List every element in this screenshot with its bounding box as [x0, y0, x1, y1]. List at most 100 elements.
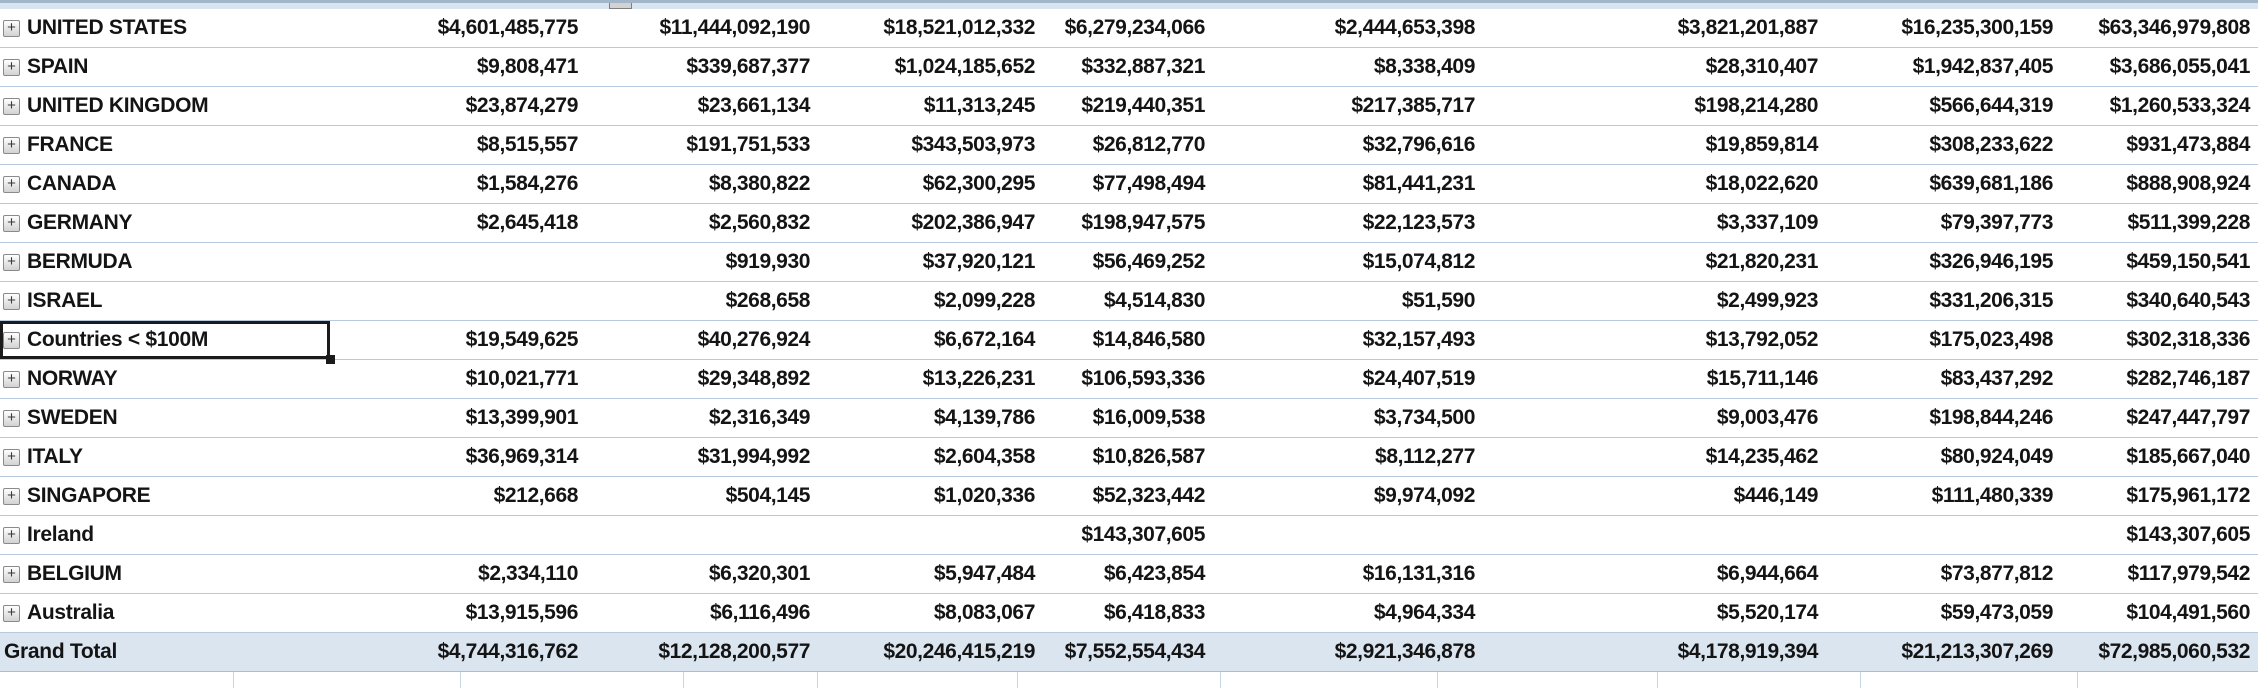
value-cell[interactable]: $1,020,336	[933, 484, 1036, 507]
value-cell[interactable]: $212,668	[493, 484, 579, 507]
grand-total-value-cell[interactable]: $2,921,346,878	[1334, 640, 1476, 663]
value-cell[interactable]: $2,316,349	[708, 406, 811, 429]
value-cell[interactable]: $566,644,319	[1929, 94, 2053, 117]
value-cell[interactable]: $73,877,812	[1940, 562, 2054, 585]
row-label-cell[interactable]: + Australia	[0, 594, 330, 632]
value-cell[interactable]: $3,821,201,887	[1677, 16, 1819, 39]
value-cell[interactable]: $6,423,854	[1103, 562, 1206, 585]
value-cell[interactable]	[1826, 516, 2061, 554]
value-cell[interactable]: $4,514,830	[1103, 289, 1206, 312]
value-cell[interactable]: $339,687,377	[686, 55, 810, 78]
grand-total-value-cell[interactable]: $20,246,415,219	[883, 640, 1035, 663]
value-cell[interactable]: $6,944,664	[1716, 562, 1819, 585]
value-cell[interactable]: $308,233,622	[1929, 133, 2053, 156]
value-cell[interactable]: $446,149	[1733, 484, 1819, 507]
value-cell[interactable]: $217,385,717	[1351, 94, 1475, 117]
expand-plus-icon[interactable]: +	[3, 253, 20, 271]
row-label-cell[interactable]: + NORWAY	[0, 360, 330, 398]
value-cell[interactable]: $32,796,616	[1362, 133, 1476, 156]
value-cell[interactable]: $504,145	[725, 484, 811, 507]
value-cell[interactable]: $6,418,833	[1103, 601, 1206, 624]
value-cell[interactable]: $8,515,557	[476, 133, 579, 156]
expand-plus-icon[interactable]: +	[3, 58, 20, 76]
value-cell[interactable]: $13,399,901	[465, 406, 579, 429]
value-cell[interactable]: $32,157,493	[1362, 328, 1476, 351]
value-cell[interactable]: $37,920,121	[922, 250, 1036, 273]
value-cell[interactable]: $117,979,542	[2127, 562, 2250, 585]
value-cell[interactable]: $16,009,538	[1092, 406, 1206, 429]
value-cell[interactable]: $3,337,109	[1716, 211, 1819, 234]
value-cell[interactable]: $59,473,059	[1940, 601, 2054, 624]
expand-plus-icon[interactable]: +	[3, 175, 20, 193]
grand-total-value-cell[interactable]: $21,213,307,269	[1901, 640, 2053, 663]
grand-total-label-cell[interactable]: Grand Total	[0, 633, 330, 671]
value-cell[interactable]: $4,139,786	[933, 406, 1036, 429]
grand-total-value-cell[interactable]: $4,744,316,762	[437, 640, 579, 663]
expand-plus-icon[interactable]: +	[3, 214, 20, 232]
row-label-cell[interactable]: + FRANCE	[0, 126, 330, 164]
value-cell[interactable]: $15,711,146	[1706, 367, 1819, 390]
value-cell[interactable]: $9,003,476	[1716, 406, 1819, 429]
expand-plus-icon[interactable]: +	[3, 136, 20, 154]
value-cell[interactable]: $2,334,110	[478, 562, 578, 585]
value-cell[interactable]: $16,131,316	[1362, 562, 1476, 585]
row-label-cell[interactable]: + SWEDEN	[0, 399, 330, 437]
value-cell[interactable]: $23,661,134	[697, 94, 811, 117]
expand-plus-icon[interactable]: +	[3, 526, 20, 544]
value-cell[interactable]: $302,318,336	[2126, 328, 2250, 351]
value-cell[interactable]: $56,469,252	[1092, 250, 1206, 273]
value-cell[interactable]: $104,491,560	[2126, 601, 2250, 624]
value-cell[interactable]: $202,386,947	[911, 211, 1035, 234]
value-cell[interactable]: $63,346,979,808	[2098, 16, 2250, 39]
value-cell[interactable]: $340,640,543	[2126, 289, 2250, 312]
value-cell[interactable]: $11,444,092,190	[659, 16, 811, 39]
row-label-cell[interactable]: + ISRAEL	[0, 282, 330, 320]
value-cell[interactable]: $40,276,924	[697, 328, 811, 351]
value-cell[interactable]: $919,930	[725, 250, 811, 273]
row-label-cell[interactable]: + BERMUDA	[0, 243, 330, 281]
value-cell[interactable]: $198,214,280	[1694, 94, 1818, 117]
value-cell[interactable]: $79,397,773	[1940, 211, 2054, 234]
value-cell[interactable]: $331,206,315	[1929, 289, 2053, 312]
value-cell[interactable]	[818, 516, 1043, 554]
value-cell[interactable]: $4,964,334	[1373, 601, 1476, 624]
value-cell[interactable]: $8,083,067	[933, 601, 1036, 624]
value-cell[interactable]: $19,549,625	[465, 328, 579, 351]
value-cell[interactable]: $143,307,605	[1081, 523, 1205, 546]
value-cell[interactable]: $326,946,195	[1929, 250, 2053, 273]
value-cell[interactable]: $198,947,575	[1081, 211, 1205, 234]
value-cell[interactable]: $8,338,409	[1373, 55, 1476, 78]
value-cell[interactable]: $13,915,596	[465, 601, 579, 624]
value-cell[interactable]: $282,746,187	[2126, 367, 2250, 390]
value-cell[interactable]	[330, 243, 586, 281]
value-cell[interactable]	[330, 516, 586, 554]
value-cell[interactable]: $13,226,231	[922, 367, 1036, 390]
value-cell[interactable]: $51,590	[1401, 289, 1476, 312]
value-cell[interactable]: $247,447,797	[2126, 406, 2250, 429]
value-cell[interactable]: $268,658	[725, 289, 811, 312]
value-cell[interactable]: $111,480,339	[1931, 484, 2054, 507]
row-label-cell[interactable]: + CANADA	[0, 165, 330, 203]
value-cell[interactable]: $23,874,279	[465, 94, 579, 117]
value-cell[interactable]: $3,734,500	[1373, 406, 1476, 429]
value-cell[interactable]: $9,974,092	[1373, 484, 1476, 507]
value-cell[interactable]: $343,503,973	[911, 133, 1035, 156]
value-cell[interactable]: $10,021,771	[465, 367, 579, 390]
expand-plus-icon[interactable]: +	[3, 292, 20, 310]
expand-plus-icon[interactable]: +	[3, 448, 20, 466]
value-cell[interactable]: $106,593,336	[1081, 367, 1205, 390]
grand-total-value-cell[interactable]: $72,985,060,532	[2098, 640, 2250, 663]
value-cell[interactable]: $13,792,052	[1705, 328, 1819, 351]
value-cell[interactable]: $24,407,519	[1362, 367, 1476, 390]
expand-plus-icon[interactable]: +	[3, 604, 20, 622]
value-cell[interactable]: $15,074,812	[1362, 250, 1476, 273]
grand-total-value-cell[interactable]: $7,552,554,434	[1064, 640, 1206, 663]
value-cell[interactable]: $2,560,832	[708, 211, 811, 234]
value-cell[interactable]: $2,444,653,398	[1334, 16, 1476, 39]
value-cell[interactable]: $1,942,837,405	[1912, 55, 2054, 78]
value-cell[interactable]: $21,820,231	[1705, 250, 1819, 273]
row-label-cell[interactable]: + SINGAPORE	[0, 477, 330, 515]
value-cell[interactable]: $175,023,498	[1929, 328, 2053, 351]
expand-plus-icon[interactable]: +	[3, 409, 20, 427]
value-cell[interactable]: $219,440,351	[1081, 94, 1205, 117]
